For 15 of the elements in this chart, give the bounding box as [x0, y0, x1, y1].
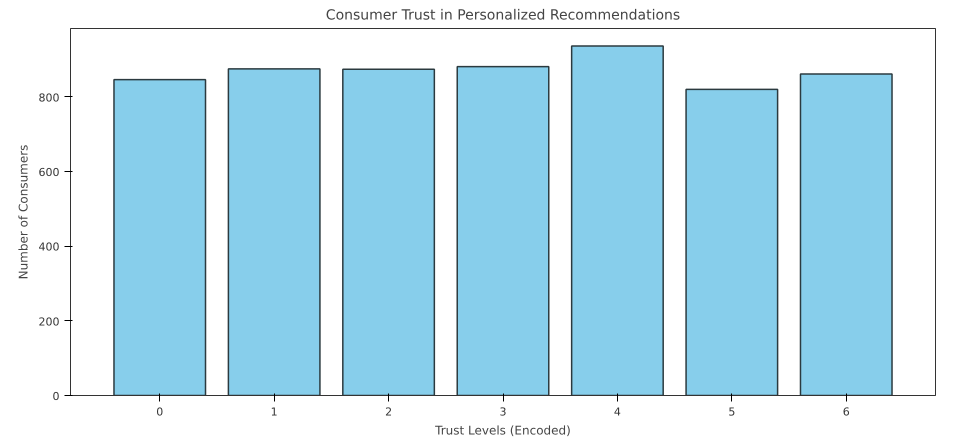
x-tick-label: 5	[728, 406, 736, 418]
x-tick-label: 4	[614, 406, 621, 418]
y-tick-label: 600	[38, 166, 60, 179]
x-axis-title: Trust Levels (Encoded)	[434, 424, 571, 438]
x-tick-label: 6	[842, 406, 850, 418]
y-tick-label: 200	[38, 315, 60, 328]
y-tick-label: 400	[38, 240, 60, 254]
x-tick-label: 1	[270, 406, 278, 418]
y-axis-title: Number of Consumers	[16, 144, 31, 280]
y-tick-label: 0	[52, 390, 60, 403]
x-tick-label: 3	[500, 406, 506, 418]
x-tick-label: 0	[156, 406, 164, 418]
x-tick-label: 2	[385, 406, 392, 418]
chart-title: Consumer Trust in Personalized Recommendations	[326, 8, 680, 24]
y-tick-label: 800	[38, 91, 60, 104]
